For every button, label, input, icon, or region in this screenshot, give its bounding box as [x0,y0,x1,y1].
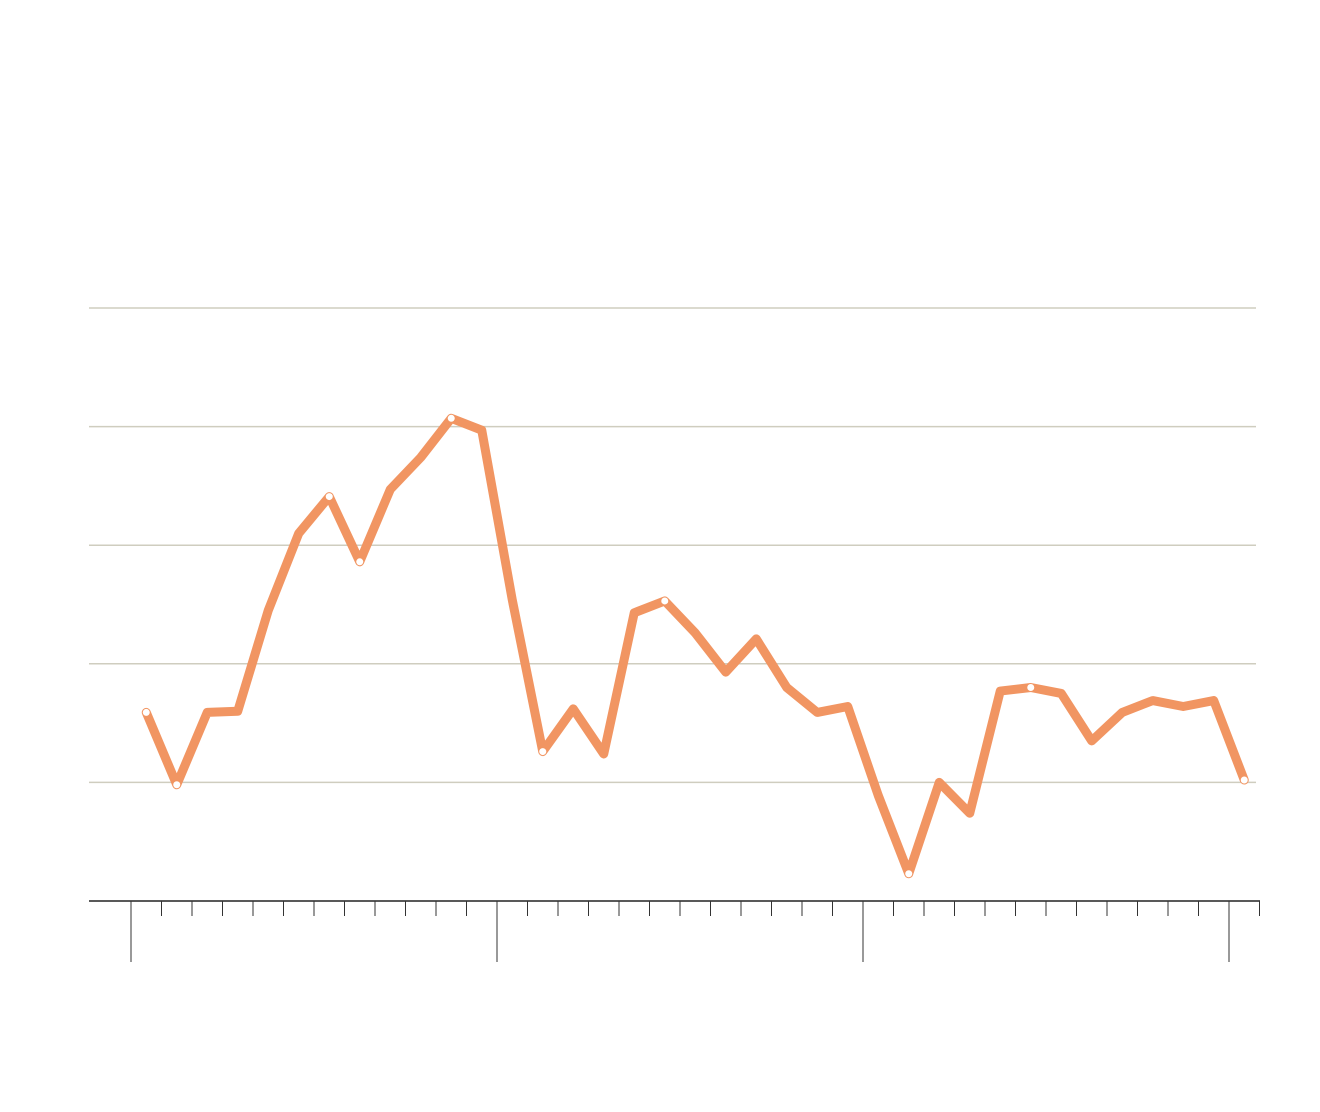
marker [1027,684,1035,692]
line [141,413,1249,879]
marker [173,781,181,789]
marker [905,870,913,878]
marker [325,493,333,501]
marker [356,558,364,566]
marker [661,597,669,605]
marker [1240,776,1248,784]
marker [447,414,455,422]
marker [142,708,150,716]
marker [539,748,547,756]
